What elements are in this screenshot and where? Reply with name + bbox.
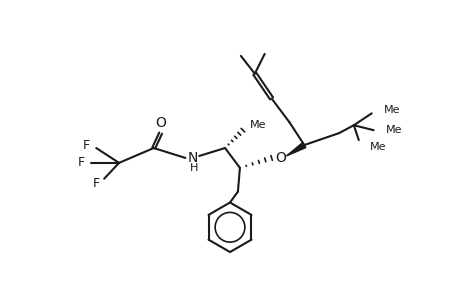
Text: F: F bbox=[83, 139, 90, 152]
Text: O: O bbox=[155, 116, 166, 130]
Text: Me: Me bbox=[383, 105, 399, 116]
Text: Me: Me bbox=[249, 120, 266, 130]
Text: H: H bbox=[190, 163, 198, 173]
Text: F: F bbox=[78, 156, 85, 170]
Text: Me: Me bbox=[385, 125, 401, 135]
Text: N: N bbox=[187, 151, 197, 165]
Text: Me: Me bbox=[369, 142, 386, 152]
Text: F: F bbox=[92, 177, 100, 190]
Polygon shape bbox=[286, 142, 305, 156]
Text: O: O bbox=[274, 151, 285, 165]
